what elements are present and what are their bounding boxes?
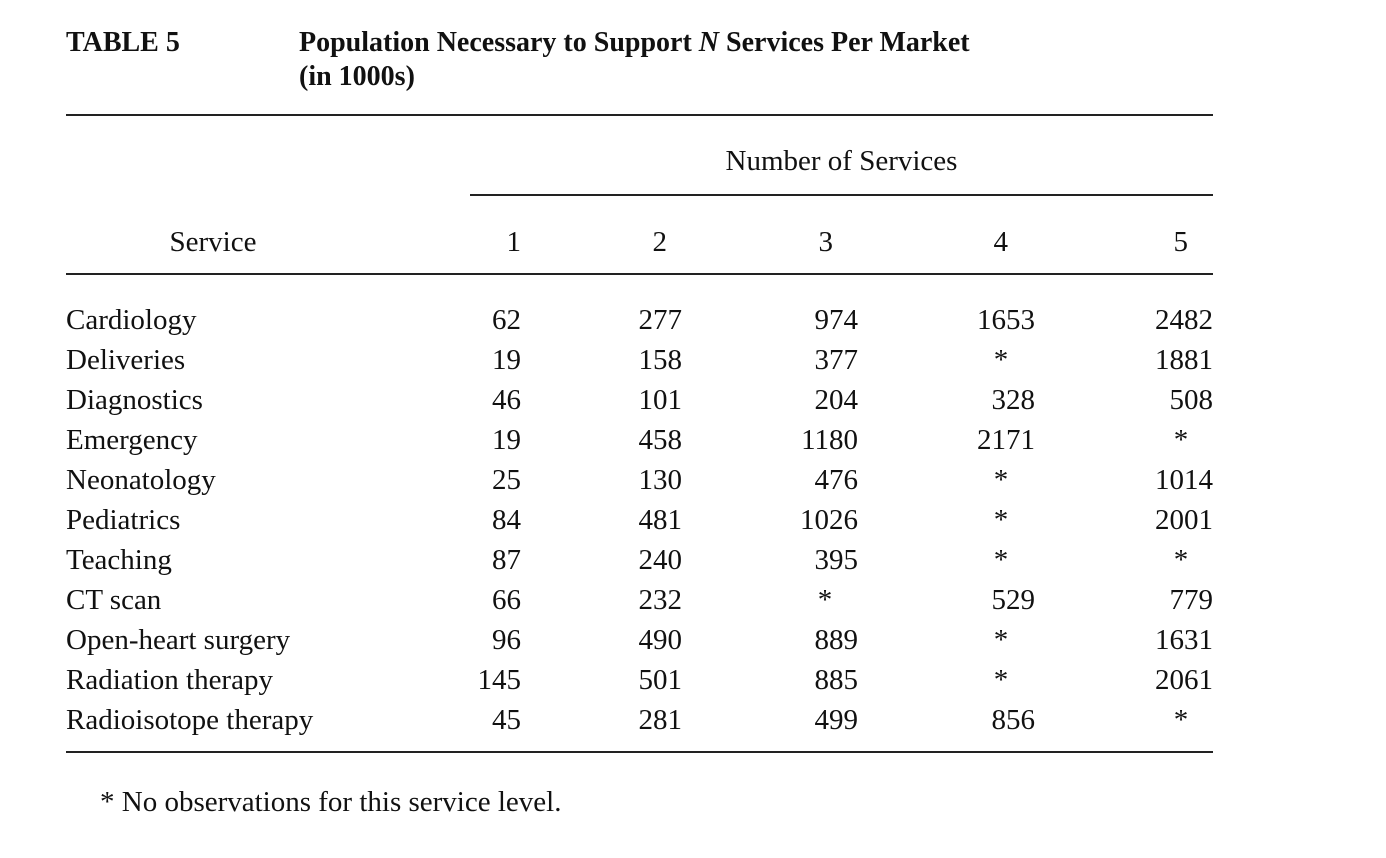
value-cell-4: 2171 xyxy=(977,424,1035,456)
value-cell-3: 974 xyxy=(814,304,859,336)
header-rule xyxy=(66,273,1213,275)
value-cell-3: 395 xyxy=(814,544,859,576)
value-cell-1: 25 xyxy=(492,464,521,496)
value-cell-1: 96 xyxy=(492,624,521,656)
value-cell-2: 130 xyxy=(638,464,683,496)
column-spanner: Number of Services xyxy=(725,145,958,177)
table-row: Neonatology 25 130 476 * 1014 xyxy=(0,462,1386,502)
value-cell-4: 529 xyxy=(991,584,1036,616)
table-title: Population Necessary to Support N Servic… xyxy=(299,26,1119,94)
value-cell-5: 2001 xyxy=(1155,504,1213,536)
table-row: Diagnostics 46 101 204 328 508 xyxy=(0,382,1386,422)
value-cell-4: 328 xyxy=(991,384,1036,416)
value-cell-4: * xyxy=(993,504,1009,536)
column-header-1: 1 xyxy=(506,226,522,258)
value-cell-4: * xyxy=(993,464,1009,496)
value-cell-5: * xyxy=(1173,544,1189,576)
value-cell-3: 476 xyxy=(814,464,859,496)
value-cell-1: 145 xyxy=(477,664,522,696)
value-cell-3: 889 xyxy=(814,624,859,656)
value-cell-2: 481 xyxy=(638,504,683,536)
value-cell-2: 281 xyxy=(638,704,683,736)
table-row: Radioisotope therapy 45 281 499 856 * xyxy=(0,702,1386,742)
service-name-cell: Radiation therapy xyxy=(66,664,273,696)
service-name-cell: Cardiology xyxy=(66,304,197,336)
value-cell-5: 2061 xyxy=(1155,664,1213,696)
value-cell-4: * xyxy=(993,664,1009,696)
table-row: CT scan 66 232 * 529 779 xyxy=(0,582,1386,622)
column-header-3: 3 xyxy=(818,226,834,258)
table-row: Emergency 19 458 1180 2171 * xyxy=(0,422,1386,462)
value-cell-4: * xyxy=(993,344,1009,376)
spanner-rule xyxy=(470,194,1213,196)
table-title-line2: (in 1000s) xyxy=(299,61,415,92)
value-cell-3: 204 xyxy=(814,384,859,416)
column-header-5: 5 xyxy=(1173,226,1189,258)
value-cell-4: * xyxy=(993,624,1009,656)
service-name-cell: Neonatology xyxy=(66,464,216,496)
service-column-header: Service xyxy=(169,226,257,258)
value-cell-1: 46 xyxy=(492,384,521,416)
table-title-part2: Services Per Market xyxy=(719,27,970,58)
value-cell-4: 1653 xyxy=(977,304,1035,336)
value-cell-5: 1014 xyxy=(1155,464,1213,496)
value-cell-3: 1026 xyxy=(800,504,858,536)
column-header-2: 2 xyxy=(652,226,668,258)
value-cell-3: * xyxy=(817,584,833,616)
value-cell-2: 501 xyxy=(638,664,683,696)
value-cell-1: 19 xyxy=(492,344,521,376)
table-row: Pediatrics 84 481 1026 * 2001 xyxy=(0,502,1386,542)
service-name-cell: Diagnostics xyxy=(66,384,203,416)
value-cell-5: 508 xyxy=(1169,384,1214,416)
table-row: Radiation therapy 145 501 885 * 2061 xyxy=(0,662,1386,702)
table-footnote: * No observations for this service level… xyxy=(100,786,562,818)
table-body: Cardiology 62 277 974 1653 2482 Deliveries 19 15… xyxy=(0,302,1386,742)
value-cell-3: 499 xyxy=(814,704,859,736)
table-row: Teaching 87 240 395 * * xyxy=(0,542,1386,582)
value-cell-5: 1881 xyxy=(1155,344,1213,376)
value-cell-1: 45 xyxy=(492,704,521,736)
value-cell-2: 490 xyxy=(638,624,683,656)
value-cell-5: 779 xyxy=(1169,584,1214,616)
value-cell-1: 87 xyxy=(492,544,521,576)
value-cell-5: * xyxy=(1173,704,1189,736)
table-label: TABLE 5 xyxy=(66,27,180,58)
service-name-cell: Teaching xyxy=(66,544,172,576)
table-title-italic: N xyxy=(698,27,720,58)
value-cell-5: 1631 xyxy=(1155,624,1213,656)
service-name-cell: Open-heart surgery xyxy=(66,624,291,656)
column-header-4: 4 xyxy=(993,226,1009,258)
value-cell-2: 458 xyxy=(638,424,683,456)
service-name-cell: CT scan xyxy=(66,584,162,616)
value-cell-2: 158 xyxy=(638,344,683,376)
top-rule xyxy=(66,114,1213,116)
service-name-cell: Pediatrics xyxy=(66,504,181,536)
value-cell-4: 856 xyxy=(991,704,1036,736)
value-cell-2: 101 xyxy=(638,384,683,416)
bottom-rule xyxy=(66,751,1213,753)
table-row: Deliveries 19 158 377 * 1881 xyxy=(0,342,1386,382)
value-cell-5: 2482 xyxy=(1155,304,1213,336)
value-cell-3: 885 xyxy=(814,664,859,696)
value-cell-5: * xyxy=(1173,424,1189,456)
value-cell-2: 232 xyxy=(638,584,683,616)
value-cell-2: 240 xyxy=(638,544,683,576)
value-cell-3: 1180 xyxy=(801,424,858,456)
value-cell-1: 66 xyxy=(492,584,521,616)
table-title-part1: Population Necessary to Support xyxy=(299,27,699,58)
service-name-cell: Emergency xyxy=(66,424,198,456)
table-row: Open-heart surgery 96 490 889 * 1631 xyxy=(0,622,1386,662)
table-row: Cardiology 62 277 974 1653 2482 xyxy=(0,302,1386,342)
service-name-cell: Radioisotope therapy xyxy=(66,704,314,736)
value-cell-1: 62 xyxy=(492,304,521,336)
value-cell-1: 84 xyxy=(492,504,521,536)
service-name-cell: Deliveries xyxy=(66,344,186,376)
value-cell-4: * xyxy=(993,544,1009,576)
value-cell-2: 277 xyxy=(638,304,683,336)
value-cell-3: 377 xyxy=(814,344,859,376)
value-cell-1: 19 xyxy=(492,424,521,456)
